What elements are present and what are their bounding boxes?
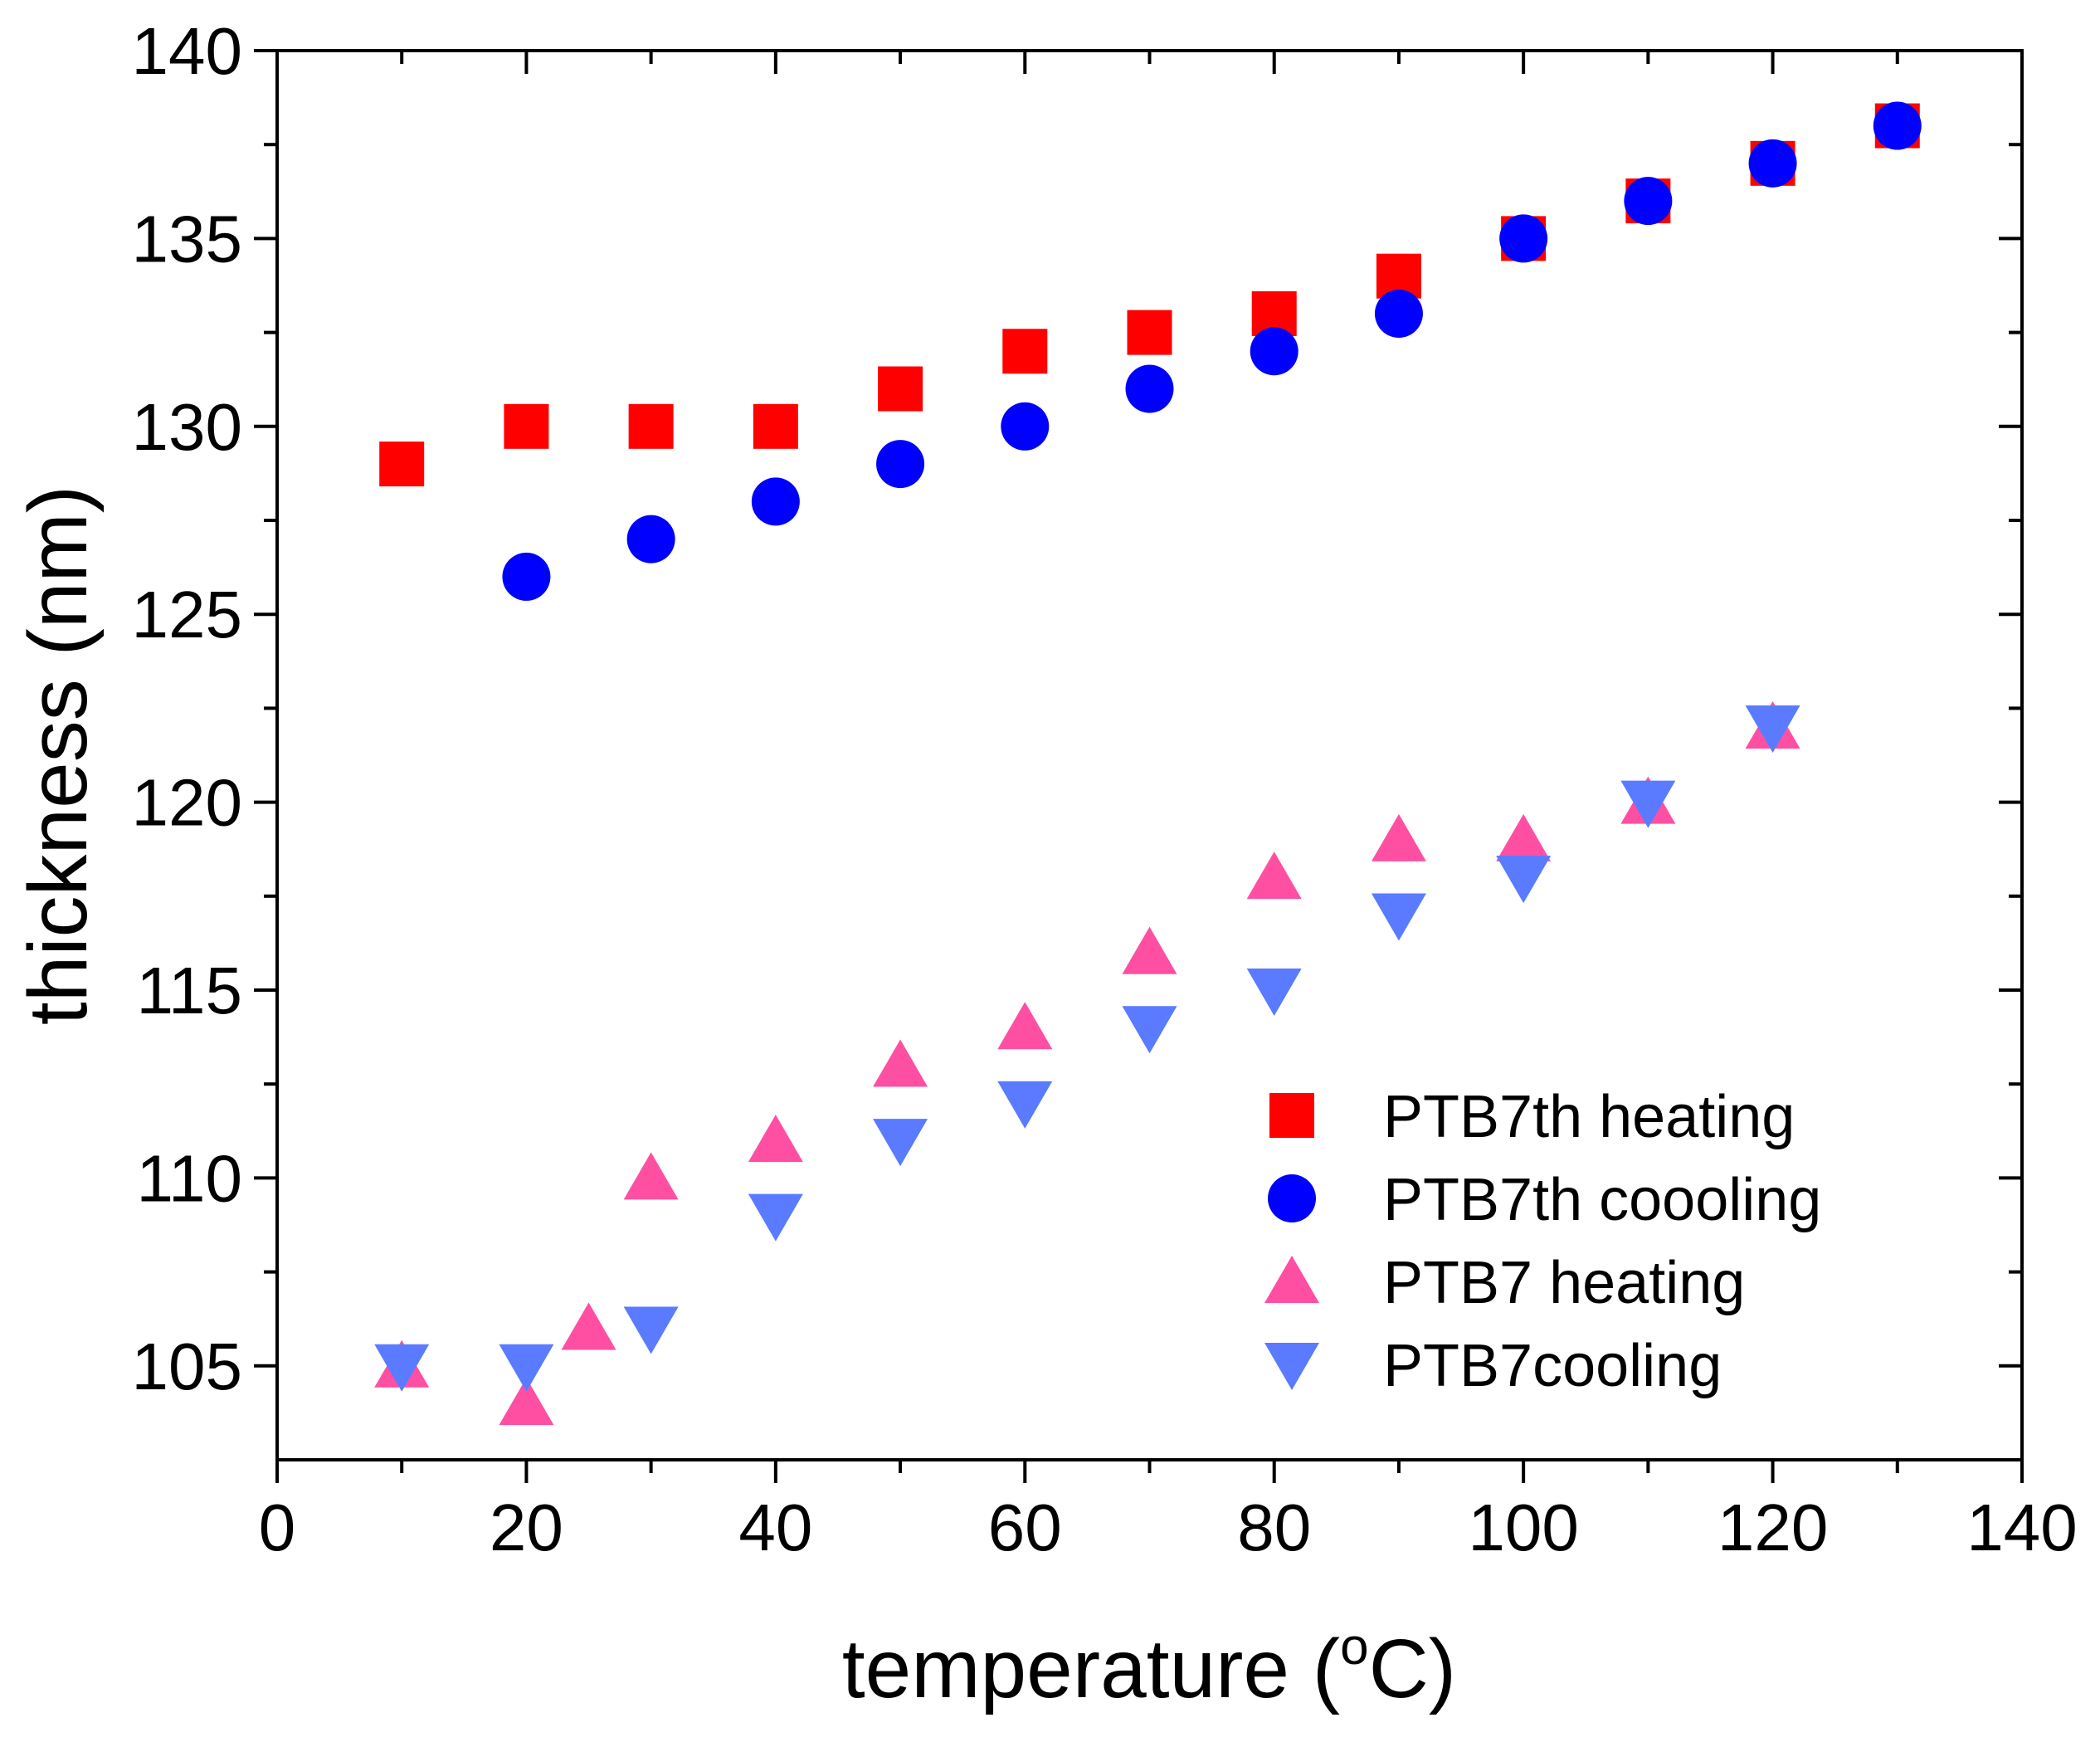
y-tick-label: 130 [132, 390, 242, 464]
data-point-ptb7th-coooling [876, 440, 925, 489]
data-point-ptb7-heating [1371, 813, 1426, 861]
legend-item-ptb7-heating: PTB7 heating [1264, 1250, 1745, 1316]
data-point-ptb7-heating [623, 1152, 679, 1200]
data-point-ptb7cooling [1745, 705, 1800, 754]
data-point-ptb7th-coooling [1125, 364, 1174, 413]
data-point-ptb7cooling [1122, 1006, 1177, 1054]
series-ptb7th-coooling [502, 101, 1922, 601]
legend-label: PTB7th heating [1383, 1084, 1795, 1150]
x-tick-label: 20 [490, 1491, 563, 1564]
data-point-ptb7cooling [997, 1081, 1053, 1129]
legend-item-ptb7th-heating: PTB7th heating [1269, 1084, 1795, 1150]
data-point-ptb7th-coooling [1748, 139, 1797, 188]
data-point-ptb7th-coooling [1499, 214, 1548, 263]
data-point-ptb7th-coooling [1873, 101, 1922, 150]
data-point-ptb7-heating [1246, 851, 1302, 900]
x-tick-label: 140 [1966, 1491, 2077, 1564]
data-point-ptb7th-heating [878, 366, 923, 412]
y-axis-title: thickness (nm) [12, 486, 105, 1025]
x-axis-title: temperature (oC) [842, 1618, 1456, 1715]
legend-item-ptb7cooling: PTB7cooling [1264, 1333, 1722, 1399]
data-point-ptb7th-heating [379, 442, 425, 487]
legend-label: PTB7th coooling [1383, 1167, 1821, 1233]
y-tick-label: 115 [136, 954, 242, 1027]
plot-frame [275, 49, 2024, 1461]
data-point-ptb7th-heating [628, 403, 674, 449]
data-point-ptb7-heating [561, 1302, 616, 1350]
x-axis-title-text: temperature ( [842, 1622, 1340, 1715]
data-point-ptb7-heating [748, 1115, 803, 1163]
data-point-ptb7th-coooling [502, 552, 551, 601]
data-point-ptb7th-coooling [626, 515, 675, 564]
data-point-ptb7-heating [1122, 926, 1177, 974]
data-point-ptb7th-coooling [1001, 402, 1050, 451]
y-tick-label: 120 [132, 766, 242, 840]
data-point-ptb7cooling [748, 1193, 803, 1242]
data-point-ptb7-heating [1496, 813, 1552, 861]
data-point-ptb7cooling [1496, 856, 1552, 904]
legend-marker-triangle-down [1264, 1343, 1319, 1390]
legend-label: PTB7 heating [1383, 1250, 1745, 1316]
series-ptb7cooling [374, 705, 1800, 1392]
data-point-ptb7cooling [873, 1119, 928, 1167]
data-point-ptb7-heating [997, 1002, 1053, 1050]
data-markers [374, 101, 1922, 1426]
legend: PTB7th heating PTB7th coooling PTB7 heatin… [1264, 1084, 1821, 1399]
y-tick-label: 110 [136, 1141, 242, 1215]
legend-marker-triangle-up [1264, 1256, 1319, 1303]
data-point-ptb7th-coooling [1374, 289, 1423, 338]
legend-label: PTB7cooling [1383, 1333, 1722, 1399]
y-tick-label: 105 [132, 1330, 242, 1403]
legend-item-ptb7th-coooling: PTB7th coooling [1268, 1167, 1821, 1233]
legend-marker-square [1269, 1093, 1314, 1138]
data-point-ptb7-heating [873, 1039, 928, 1087]
x-tick-label: 100 [1468, 1491, 1578, 1564]
data-point-ptb7th-heating [1127, 310, 1172, 355]
data-point-ptb7th-coooling [1250, 327, 1298, 376]
data-point-ptb7cooling [499, 1344, 554, 1392]
legend-marker-circle [1268, 1174, 1316, 1222]
axis-ticks: 105 110 115 120 125 130 135 140 0 20 40 60 80 100 120 1… [132, 14, 2078, 1564]
x-tick-label: 80 [1237, 1491, 1311, 1564]
x-axis-title-superscript: o [1340, 1618, 1368, 1676]
data-point-ptb7th-heating [504, 403, 549, 449]
y-tick-label: 135 [132, 202, 242, 276]
x-axis-title-unit: C) [1369, 1622, 1457, 1715]
data-point-ptb7th-heating [753, 403, 798, 449]
data-point-ptb7-heating [499, 1378, 554, 1426]
data-point-ptb7cooling [1246, 969, 1302, 1016]
data-point-ptb7th-coooling [751, 477, 800, 526]
series-ptb7-heating [374, 701, 1800, 1426]
data-point-ptb7th-coooling [1624, 177, 1673, 226]
x-tick-label: 0 [259, 1491, 296, 1564]
data-point-ptb7cooling [623, 1306, 679, 1354]
data-point-ptb7cooling [1620, 780, 1676, 828]
data-point-ptb7cooling [374, 1344, 430, 1392]
data-point-ptb7cooling [1371, 893, 1426, 941]
y-tick-label: 140 [132, 14, 242, 88]
x-tick-label: 40 [738, 1491, 812, 1564]
y-tick-label: 125 [132, 578, 242, 651]
x-tick-label: 60 [988, 1491, 1062, 1564]
data-point-ptb7th-heating [1002, 329, 1048, 374]
x-tick-label: 120 [1718, 1491, 1828, 1564]
